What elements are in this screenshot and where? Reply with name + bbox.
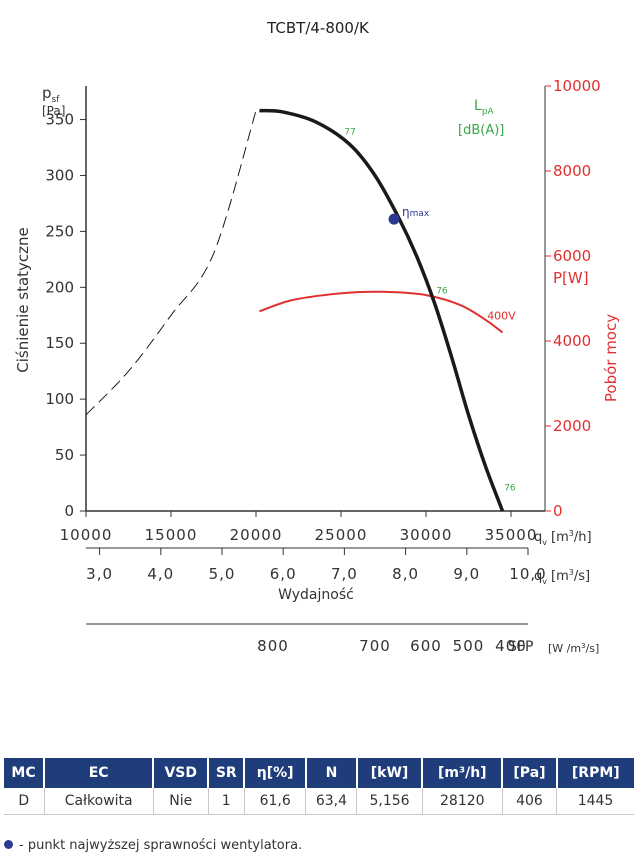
y-left-tick-label: 250 bbox=[45, 222, 74, 240]
y-left-tick-label: 200 bbox=[45, 278, 74, 296]
eta-max-label: ηmax bbox=[402, 205, 430, 219]
table-header: EC bbox=[44, 758, 155, 788]
lpa-label: LpA bbox=[474, 98, 495, 117]
y-right-unit: P[W] bbox=[553, 269, 589, 287]
y-left-tick-label: 0 bbox=[64, 502, 74, 520]
lpa-unit: [dB(A)] bbox=[458, 123, 504, 138]
y-left-symbol: psf bbox=[42, 84, 60, 105]
x-axis-label: Wydajność bbox=[278, 587, 354, 603]
y-left-tick-label: 100 bbox=[45, 390, 74, 408]
x2-tick-label: 6,0 bbox=[270, 565, 297, 583]
eta-max-point bbox=[388, 213, 400, 225]
y-right-tick-label: 10000 bbox=[553, 77, 601, 95]
table-header: [m³/h] bbox=[422, 758, 504, 788]
sfp-label: SFP bbox=[508, 639, 533, 655]
table-header: [Pa] bbox=[502, 758, 558, 788]
x2-tick-label: 4,0 bbox=[147, 565, 174, 583]
unstable-region-curve bbox=[85, 110, 257, 416]
footnote-text: - punkt najwyższej sprawności wentylator… bbox=[19, 838, 303, 853]
parameters-table: MC EC VSD SR η[%] N [kW] [m³/h] [Pa] [RP… bbox=[4, 758, 634, 815]
table-header: MC bbox=[4, 758, 45, 788]
y-left-tick-label: 350 bbox=[45, 111, 74, 129]
x-unit-m3h: qv [m3/h] bbox=[534, 529, 592, 547]
x-tick-label: 35000 bbox=[485, 526, 538, 544]
sfp-tick-label: 400 bbox=[495, 637, 527, 655]
table-cell: 1445 bbox=[556, 788, 634, 815]
x2-tick-label: 10,0 bbox=[509, 565, 546, 583]
y-right-tick-label: 6000 bbox=[553, 247, 591, 265]
y-right-tick-label: 8000 bbox=[553, 162, 591, 180]
y-left-unit: [Pa] bbox=[42, 104, 65, 118]
y-right-tick-label: 4000 bbox=[553, 332, 591, 350]
table-header: SR bbox=[208, 758, 246, 788]
table-cell: 28120 bbox=[422, 788, 503, 815]
y-left-tick-label: 300 bbox=[45, 166, 74, 184]
table-cell: 406 bbox=[502, 788, 558, 815]
x2-tick-label: 7,0 bbox=[331, 565, 358, 583]
sfp-tick-label: 500 bbox=[453, 637, 485, 655]
y-right-tick-label: 2000 bbox=[553, 417, 591, 435]
x-unit-m3s: qv [m3/s] bbox=[534, 568, 590, 586]
performance-chart: TCBT/4-800/K psf [Pa] Ciśnienie statyczn… bbox=[14, 19, 620, 655]
x-tick-label: 20000 bbox=[230, 526, 283, 544]
x2-tick-label: 5,0 bbox=[209, 565, 236, 583]
table-cell: Całkowita bbox=[44, 788, 154, 815]
table-row: D Całkowita Nie 1 61,6 63,4 5,156 28120 … bbox=[4, 788, 634, 815]
pressure-curve bbox=[259, 108, 505, 512]
sfp-unit: [W /m3/s] bbox=[548, 642, 599, 655]
x-tick-label: 15000 bbox=[145, 526, 198, 544]
table-cell: 63,4 bbox=[305, 788, 358, 815]
table-header: VSD bbox=[153, 758, 210, 788]
eta-max-legend-dot-icon bbox=[4, 840, 13, 849]
x2-tick-label: 8,0 bbox=[392, 565, 419, 583]
y-left-tick-label: 50 bbox=[55, 446, 74, 464]
y-left-label: Ciśnienie statyczne bbox=[14, 227, 32, 373]
footnote: - punkt najwyższej sprawności wentylator… bbox=[4, 838, 302, 853]
table-header-row: MC EC VSD SR η[%] N [kW] [m³/h] [Pa] [RP… bbox=[4, 758, 634, 788]
x2-tick-label: 3,0 bbox=[86, 565, 113, 583]
x-tick-label: 25000 bbox=[315, 526, 368, 544]
table-header: [kW] bbox=[356, 758, 424, 788]
y-right-tick-label: 0 bbox=[553, 502, 563, 520]
table-cell: 61,6 bbox=[244, 788, 307, 815]
y-left-tick-label: 150 bbox=[45, 334, 74, 352]
table-cell: 1 bbox=[208, 788, 245, 815]
sfp-tick-label: 600 bbox=[410, 637, 442, 655]
y-right-label: Pobór mocy bbox=[602, 314, 620, 402]
x2-tick-label: 9,0 bbox=[453, 565, 480, 583]
x-tick-label: 10000 bbox=[60, 526, 113, 544]
sfp-tick-label: 700 bbox=[359, 637, 391, 655]
curve-annotation: 76 bbox=[436, 287, 448, 297]
power-curve bbox=[259, 290, 504, 334]
x-tick-label: 30000 bbox=[400, 526, 453, 544]
table-header: [RPM] bbox=[556, 758, 634, 788]
curve-annotation: 77 bbox=[344, 128, 355, 138]
curve-annotation: 400V bbox=[487, 310, 516, 323]
table-cell: 5,156 bbox=[356, 788, 423, 815]
table-header: η[%] bbox=[244, 758, 307, 788]
curve-annotation: 76 bbox=[504, 483, 516, 493]
chart-title: TCBT/4-800/K bbox=[266, 19, 370, 37]
table-header: N bbox=[305, 758, 358, 788]
table-cell: D bbox=[4, 788, 45, 815]
table-cell: Nie bbox=[153, 788, 209, 815]
sfp-tick-label: 800 bbox=[257, 637, 289, 655]
